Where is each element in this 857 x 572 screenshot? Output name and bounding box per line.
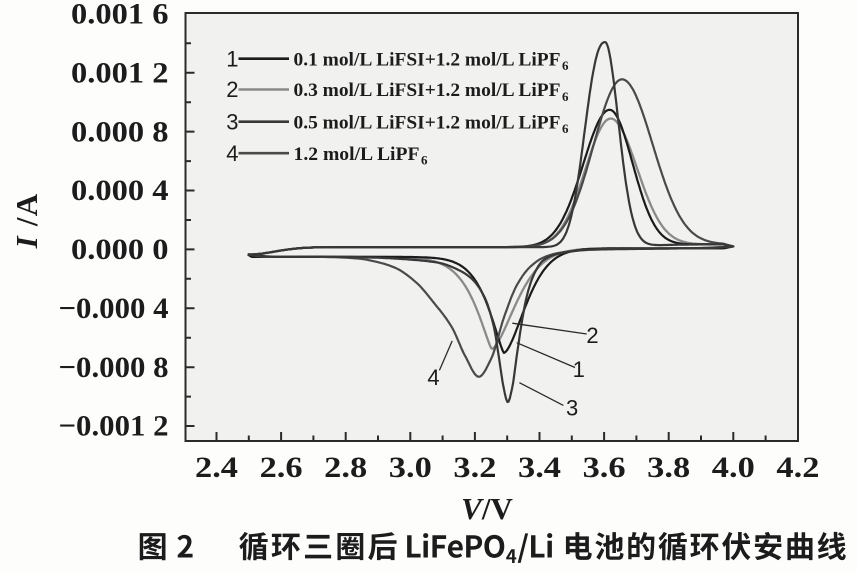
svg-text:4: 4	[427, 365, 439, 390]
svg-text:3.4: 3.4	[518, 451, 561, 484]
svg-text:2.8: 2.8	[324, 451, 367, 484]
svg-text:0.000 4: 0.000 4	[71, 174, 169, 207]
svg-text:4.2: 4.2	[776, 451, 819, 484]
svg-text:0.1 mol/L LiFSI+1.2 mol/L LiPF: 0.1 mol/L LiFSI+1.2 mol/L LiPF	[294, 49, 561, 70]
svg-text:−0.000 4: −0.000 4	[59, 292, 169, 325]
svg-text:4.0: 4.0	[712, 451, 755, 484]
svg-text:6: 6	[421, 153, 428, 168]
svg-text:4: 4	[226, 141, 238, 166]
svg-text:2: 2	[586, 323, 598, 348]
svg-text:6: 6	[562, 89, 569, 104]
svg-text:−0.000 8: −0.000 8	[59, 351, 169, 384]
svg-text:3.0: 3.0	[389, 451, 432, 484]
svg-text:0.3 mol/L LiFSI+1.2 mol/L LiPF: 0.3 mol/L LiFSI+1.2 mol/L LiPF	[294, 80, 561, 101]
svg-text:V/V: V/V	[461, 491, 513, 526]
svg-text:1: 1	[226, 46, 238, 71]
svg-text:6: 6	[562, 121, 569, 136]
svg-text:0.000 0: 0.000 0	[71, 233, 169, 266]
svg-text:0.001 6: 0.001 6	[71, 0, 169, 31]
svg-text:1: 1	[573, 357, 585, 382]
svg-text:1.2 mol/L LiPF: 1.2 mol/L LiPF	[294, 144, 420, 165]
svg-text:I /A: I /A	[9, 193, 44, 250]
svg-text:3.8: 3.8	[647, 451, 690, 484]
svg-text:6: 6	[562, 58, 569, 73]
svg-text:0.5 mol/L LiFSI+1.2 mol/L LiPF: 0.5 mol/L LiFSI+1.2 mol/L LiPF	[294, 112, 561, 133]
svg-text:−0.001 2: −0.001 2	[59, 410, 169, 443]
svg-text:3.2: 3.2	[453, 451, 496, 484]
svg-text:0.001 2: 0.001 2	[71, 57, 169, 90]
svg-text:2.6: 2.6	[260, 451, 303, 484]
svg-text:2: 2	[226, 77, 238, 102]
svg-text:0.000 8: 0.000 8	[71, 115, 169, 148]
svg-text:3: 3	[566, 396, 578, 421]
svg-text:3: 3	[226, 109, 238, 134]
svg-text:2.4: 2.4	[195, 451, 238, 484]
svg-text:3.6: 3.6	[583, 451, 626, 484]
